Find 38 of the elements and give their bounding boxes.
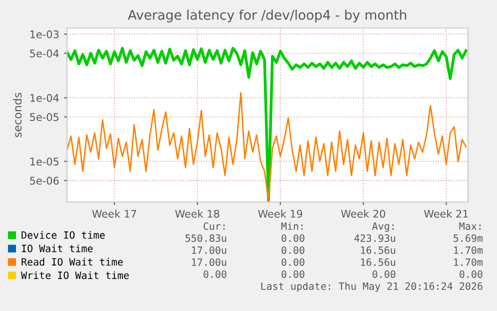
x-tick-label: Week 17 [92,210,136,218]
text: 1.70m [454,258,483,266]
text: Cur: [204,222,225,230]
text: 17.00u [192,258,226,266]
text: Avg: [372,222,394,232]
text: 0.00 [282,246,304,254]
text: 17.00u [192,246,226,254]
legend-label: IO Wait time [22,244,93,252]
chart-title: Average latency for /dev/loop4 - by month [128,10,406,22]
y-tick-label: 5e-04 [30,50,59,58]
text: 0.00 [282,258,304,266]
x-tick-label: Week 19 [258,210,302,218]
legend-label: Read IO Wait time [22,258,123,266]
text: 0.00 [372,270,396,278]
x-tick-label: Week 21 [424,210,468,218]
text: 16.56u [361,258,396,266]
text: Max: [459,222,481,230]
legend-label: Device IO time [22,231,105,239]
text: 1.70m [454,246,483,254]
y-tick-label: 1e-04 [30,94,59,102]
text: 5.69m [454,234,483,242]
text: Last update: Thu May 21 20:16:24 2026 [261,282,482,292]
text: 0.00 [282,270,304,278]
text: 16.56u [361,246,396,254]
y-tick-label: 5e-06 [30,176,59,185]
y-axis-title: seconds [13,92,22,138]
x-tick-label: Week 18 [175,210,220,218]
y-tick-label: 1e-05 [30,158,58,166]
text: 0.00 [282,234,304,242]
x-tick-label: Week 20 [341,210,386,218]
text: 423.93u [354,234,396,242]
text: Min: [281,222,303,230]
text: 0.00 [204,270,226,278]
text: 0.00 [460,270,482,278]
y-tick-label: 1e-03 [30,30,59,38]
text: 550.83u [186,234,226,242]
legend-label: Write IO Wait time [21,271,129,280]
y-tick-label: 5e-05 [30,113,58,122]
